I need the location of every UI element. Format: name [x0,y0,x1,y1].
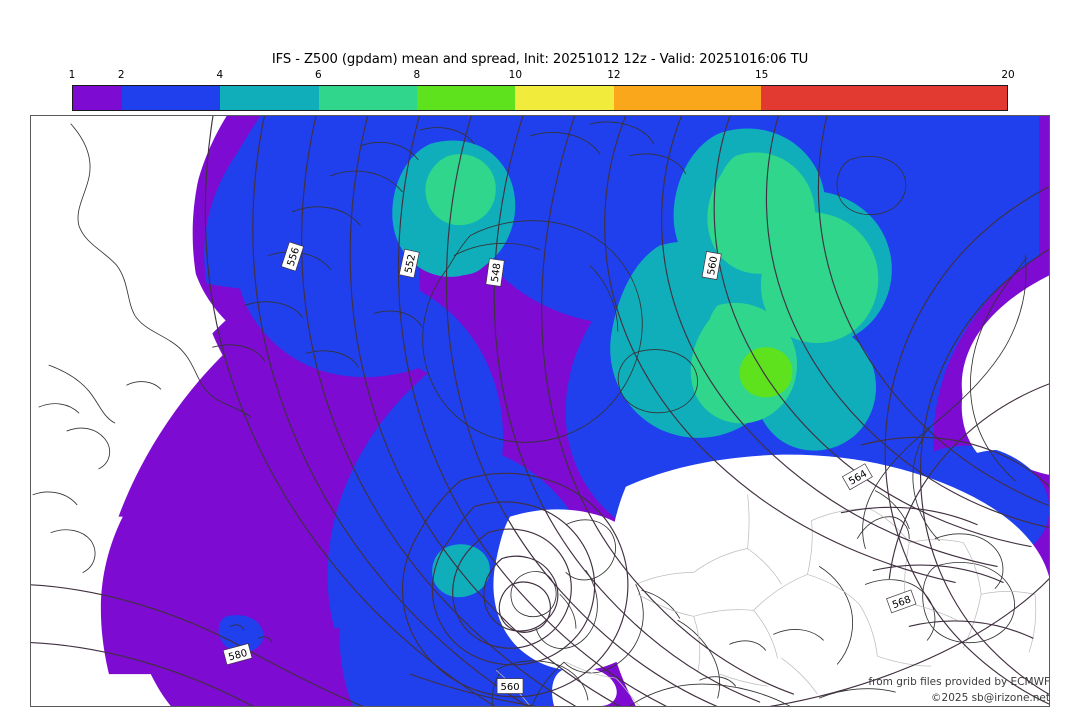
coastline-layer [32,121,1028,706]
contour-label-box [485,258,505,287]
spread-region-2-4-azores [218,615,264,653]
spread-region-6-8-baffin [425,154,496,226]
contour-label: 556 [280,241,305,272]
colorbar-tick-12: 12 [607,69,621,81]
colorbar-segment-6-8 [318,86,418,110]
contour-label-box [701,251,722,280]
spread-colorbar [72,85,1008,111]
colorbar-segment-2-4 [122,86,221,110]
contour-label-text: 552 [403,253,418,274]
colorbar-tick-labels: 1 2 4 6 8 10 12 15 20 [0,67,1080,83]
contour-label-text: 548 [490,262,504,282]
country-border-layer [495,494,1037,706]
colorbar-segment-12-15 [613,86,762,110]
contour-label: 548 [485,258,505,287]
colorbar-segment-10-12 [515,86,614,110]
colorbar-tick-6: 6 [314,69,322,81]
page-title: IFS - Z500 (gpdam) mean and spread, Init… [271,52,809,67]
colorbar-segment-8-10 [417,86,516,110]
contour-label-box [841,463,873,491]
spread-fill-layer [31,116,1049,706]
contour-label: 552 [398,248,420,279]
contour-label: 560 [496,678,524,694]
contour-label-text: 560 [706,255,720,276]
contour-label-box [222,643,253,666]
colorbar-tick-20: 20 [1001,69,1015,81]
colorbar-tick-1: 1 [68,69,76,81]
contour-label: 580 [222,643,253,666]
colorbar-tick-10: 10 [508,69,523,81]
contour-label-text: 560 [501,682,520,693]
map-panel[interactable]: 556 552 548 560 564 568 560 580 [30,115,1050,707]
spread-region-4-6-baffin2 [427,203,496,276]
spread-region-6-8-nordkapp [760,212,879,344]
colorbar-segment-15-20 [761,86,1007,110]
colorbar-segment-4-6 [220,86,319,110]
colorbar-segment-1-2 [73,86,123,110]
spread-region-8-10 [739,347,793,398]
colorbar-tick-2: 2 [117,69,125,81]
colorbar-tick-4: 4 [216,69,224,81]
colorbar-tick-15: 15 [754,69,769,81]
contour-label-text: 580 [227,648,248,664]
contour-label-box [398,248,420,279]
colorbar-tick-8: 8 [413,69,421,81]
contour-label-box [280,241,305,272]
contour-layer [31,116,1049,706]
contour-label: 568 [886,589,917,614]
contour-label-box [496,678,524,694]
contour-label-box [886,589,917,614]
contour-label: 560 [701,251,722,280]
spread-region-4-6-atl [432,544,490,598]
